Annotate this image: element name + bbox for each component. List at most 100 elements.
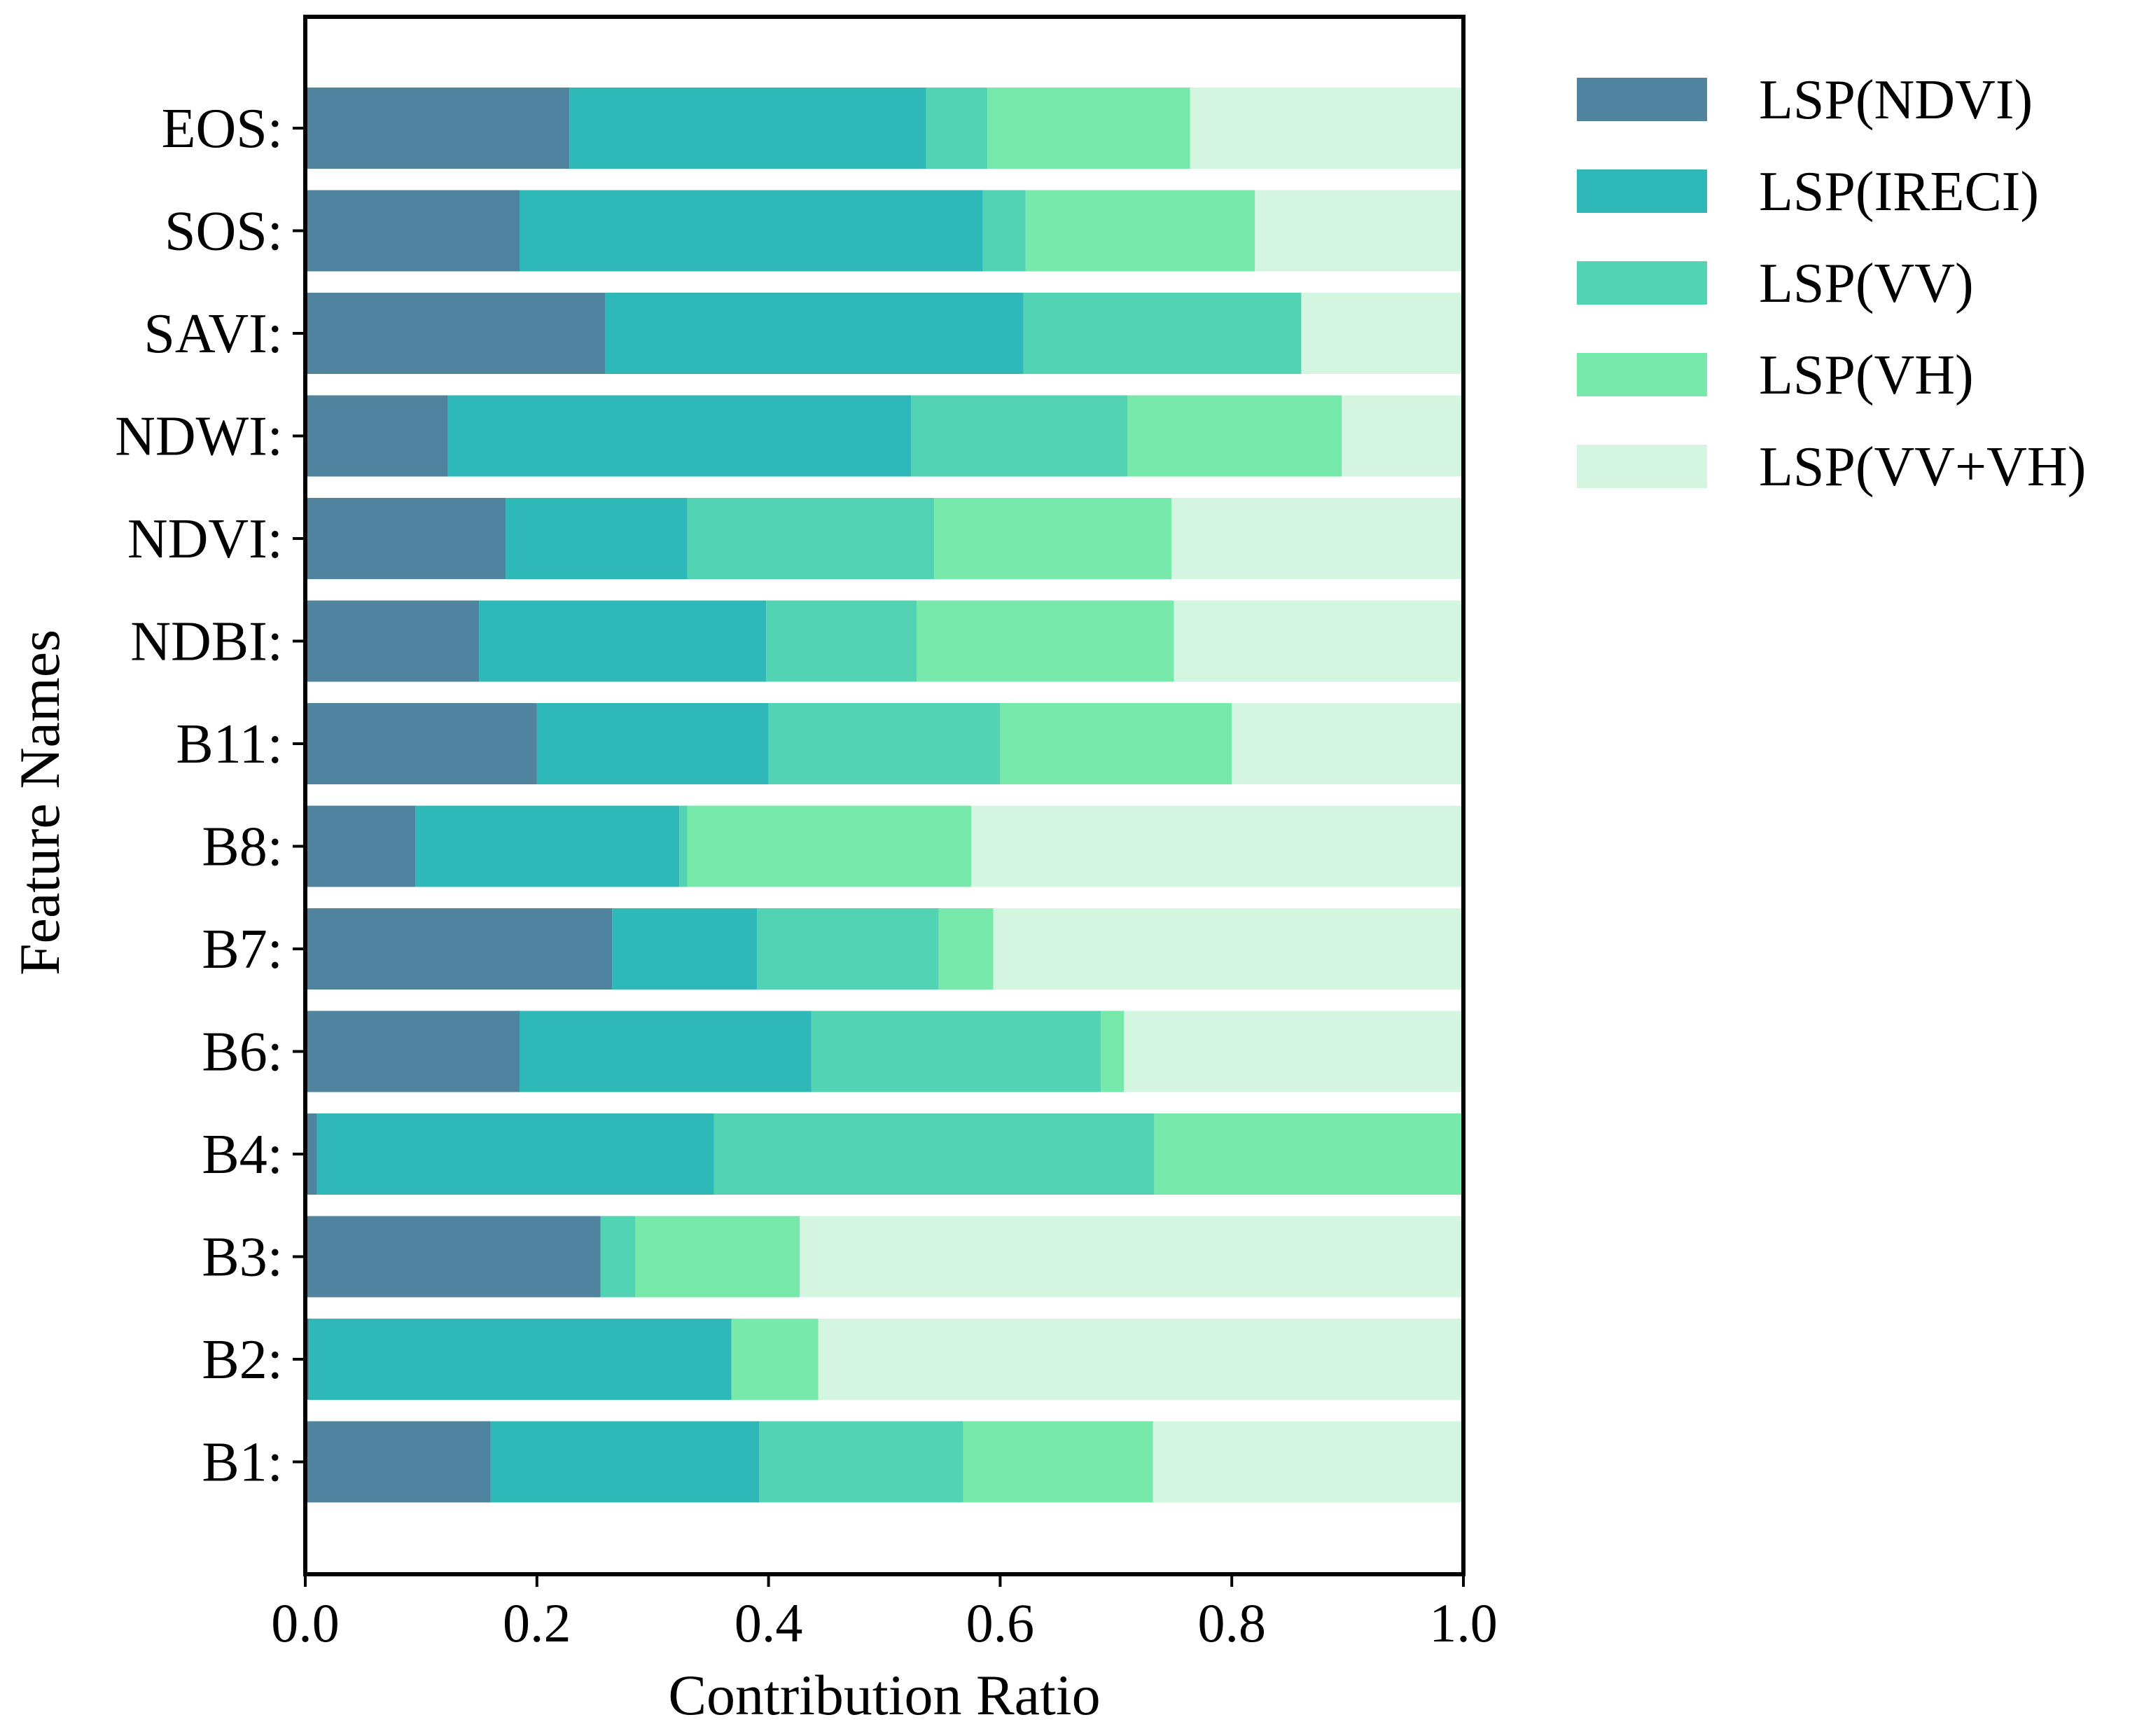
x-tick-label: 1.0: [1429, 1592, 1498, 1653]
bar-segment-eos-series-2: [926, 88, 988, 169]
legend-label: LSP(NDVI): [1759, 69, 2033, 131]
bar-segment-ndbi-series-2: [766, 600, 917, 682]
bar-segment-ndbi-series-0: [305, 600, 480, 682]
y-axis-label: Feature Names: [8, 630, 71, 975]
bar-segment-eos-series-3: [987, 88, 1190, 169]
bar-segment-ndvi-series-3: [934, 498, 1172, 579]
bar-segment-b7-series-1: [612, 908, 758, 989]
bar-segment-b4-series-0: [305, 1113, 317, 1195]
bar-segment-b2-series-3: [731, 1319, 819, 1400]
bar-segment-ndbi-series-1: [479, 600, 767, 682]
y-tick-label: B3:: [202, 1227, 283, 1289]
x-tick-layer: 0.0 0.2 0.4 0.6 0.8 1.0: [271, 1574, 1498, 1653]
bar-segment-sos-series-2: [982, 190, 1026, 272]
bar-segment-ndwi-series-2: [911, 395, 1128, 477]
bar-segment-savi-series-2: [1023, 293, 1302, 374]
bar-segment-eos-series-4: [1190, 88, 1463, 169]
plot-frame: [303, 15, 1466, 1576]
legend-label: LSP(VV+VH): [1759, 436, 2086, 498]
bar-segment-ndvi-series-1: [506, 498, 688, 579]
bar-segment-ndvi-series-2: [687, 498, 935, 579]
bar-segment-b11-series-0: [305, 703, 537, 784]
bar-segment-ndvi-series-0: [305, 498, 506, 579]
legend-swatch: [1577, 353, 1707, 396]
y-tick-label: SAVI:: [144, 303, 283, 365]
bar-segment-b2-series-1: [308, 1319, 732, 1400]
bar-segment-b3-series-0: [305, 1216, 601, 1298]
bar-segment-b8-series-3: [687, 805, 972, 887]
bar-segment-b11-series-4: [1232, 703, 1463, 784]
x-tick-label: 0.2: [503, 1592, 571, 1653]
bar-segment-savi-series-1: [605, 293, 1024, 374]
bar-segment-sos-series-4: [1255, 190, 1463, 272]
bar-segment-b4-series-2: [713, 1113, 1155, 1195]
y-tick-label: NDWI:: [115, 406, 283, 468]
legend-label: LSP(IRECI): [1759, 161, 2039, 223]
x-tick-label: 0.4: [735, 1592, 803, 1653]
bar-segment-b3-series-2: [600, 1216, 636, 1298]
bar-segment-eos-series-0: [305, 88, 570, 169]
bar-segment-b11-series-3: [1000, 703, 1232, 784]
x-axis-label: Contribution Ratio: [668, 1663, 1100, 1727]
bar-segment-ndwi-series-1: [447, 395, 912, 477]
bar-segment-b1-series-2: [759, 1421, 963, 1503]
bar-segment-ndvi-series-4: [1171, 498, 1463, 579]
y-tick-label: B1:: [202, 1432, 283, 1494]
bar-segment-b7-series-3: [938, 908, 994, 989]
legend-swatch: [1577, 169, 1707, 213]
legend-label: LSP(VH): [1759, 345, 1974, 406]
bar-segment-b4-series-3: [1154, 1113, 1463, 1195]
bar-segment-b8-series-0: [305, 805, 416, 887]
bar-segment-b7-series-4: [993, 908, 1463, 989]
bar-segment-b11-series-2: [768, 703, 1001, 784]
bar-segment-b6-series-4: [1124, 1011, 1463, 1092]
legend-label: LSP(VV): [1759, 253, 1974, 314]
y-tick-layer: EOS: SOS: SAVI: NDWI: NDVI: NDBI: B11: B8: B7: B6…: [115, 98, 305, 1494]
y-tick-label: B6:: [202, 1022, 283, 1083]
bar-segment-sos-series-1: [519, 190, 983, 272]
legend: LSP(NDVI) LSP(IRECI) LSP(VV) LSP(VH) LSP(VV+…: [1577, 69, 2086, 498]
bar-segment-b8-series-4: [971, 805, 1463, 887]
bar-segment-ndbi-series-4: [1174, 600, 1463, 682]
bar-segment-b1-series-1: [490, 1421, 760, 1503]
bar-segment-b7-series-2: [757, 908, 939, 989]
bar-segment-b2-series-4: [818, 1319, 1463, 1400]
x-tick-label: 0.8: [1197, 1592, 1266, 1653]
y-tick-label: B2:: [202, 1329, 283, 1391]
x-tick-label: 0.6: [966, 1592, 1035, 1653]
y-tick-label: B4:: [202, 1124, 283, 1186]
y-tick-label: EOS:: [162, 98, 283, 160]
legend-swatch: [1577, 445, 1707, 488]
bar-segment-savi-series-4: [1301, 293, 1463, 374]
bar-segment-sos-series-3: [1025, 190, 1255, 272]
bar-segment-b6-series-1: [519, 1011, 812, 1092]
y-tick-label: B8:: [202, 817, 283, 878]
bar-segment-eos-series-1: [569, 88, 926, 169]
y-tick-label: SOS:: [165, 201, 283, 263]
y-tick-label: NDVI:: [127, 508, 283, 570]
bar-segment-ndbi-series-3: [917, 600, 1174, 682]
bar-segment-ndwi-series-4: [1342, 395, 1463, 477]
bar-segment-b7-series-0: [305, 908, 613, 989]
legend-swatch: [1577, 261, 1707, 305]
legend-swatch: [1577, 78, 1707, 121]
y-tick-label: NDBI:: [130, 611, 283, 673]
bar-segment-b4-series-1: [316, 1113, 714, 1195]
bar-segment-b11-series-1: [536, 703, 769, 784]
bar-segment-savi-series-0: [305, 293, 606, 374]
bars-layer: [305, 88, 1463, 1503]
bar-segment-b3-series-4: [800, 1216, 1463, 1298]
bar-segment-ndwi-series-3: [1127, 395, 1342, 477]
bar-segment-b6-series-2: [811, 1011, 1101, 1092]
bar-segment-b8-series-1: [415, 805, 680, 887]
bar-segment-b1-series-0: [305, 1421, 491, 1503]
bar-segment-sos-series-0: [305, 190, 520, 272]
bar-segment-ndwi-series-0: [305, 395, 448, 477]
y-tick-label: B11:: [176, 714, 283, 775]
bar-segment-b1-series-4: [1153, 1421, 1463, 1503]
bar-segment-b6-series-0: [305, 1011, 520, 1092]
y-tick-label: B7:: [202, 919, 283, 980]
bar-segment-b6-series-3: [1101, 1011, 1125, 1092]
x-tick-label: 0.0: [271, 1592, 340, 1653]
